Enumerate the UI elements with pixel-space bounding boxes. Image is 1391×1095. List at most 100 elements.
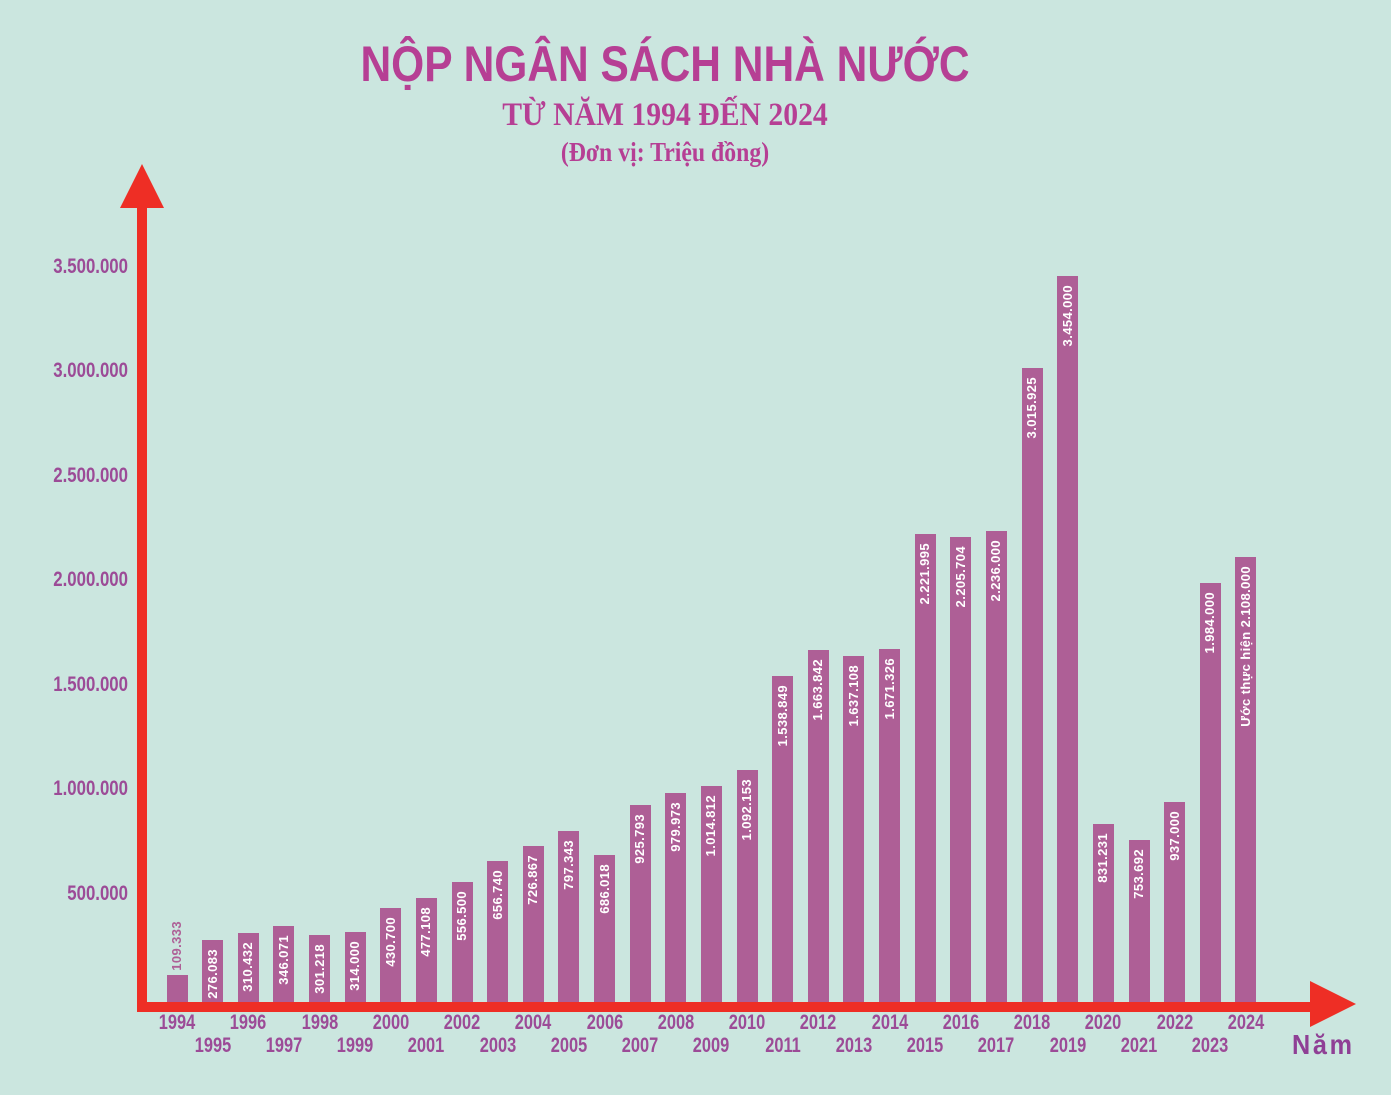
bar-value-label-2016: 2.205.704: [952, 546, 968, 608]
bar-2001: [415, 898, 437, 1007]
x-tick-2018: 2018: [1013, 1011, 1051, 1034]
x-tick-2013: 2013: [835, 1034, 873, 1057]
bar-2006: [594, 854, 616, 1007]
bar-2015: [914, 533, 936, 1007]
bar-value-label-2022: 937.000: [1166, 811, 1182, 861]
bar-2010: [736, 769, 758, 1007]
bar-1996: [237, 933, 259, 1007]
bar-value-label-1997: 346.071: [275, 934, 291, 985]
bar-value-label-2008: 979.973: [667, 802, 683, 852]
chart-header: NỘP NGÂN SÁCH NHÀ NƯỚC TỪ NĂM 1994 ĐẾN 2…: [0, 38, 1330, 168]
bar-value-label-2001: 477.108: [418, 907, 434, 958]
x-tick-2004: 2004: [515, 1011, 552, 1034]
x-tick-2003: 2003: [479, 1034, 516, 1057]
x-tick-2012: 2012: [800, 1011, 837, 1034]
y-tick-label-2.500.000: 2.500.000: [53, 463, 128, 487]
bar-2020: [1092, 824, 1114, 1007]
x-tick-2022: 2022: [1156, 1011, 1193, 1034]
bar-value-label-2010: 1.092.153: [739, 778, 755, 841]
bar-1995: [202, 940, 224, 1007]
x-tick-2021: 2021: [1120, 1034, 1158, 1057]
bar-value-label-2021: 753.692: [1131, 849, 1146, 900]
x-tick-1997: 1997: [265, 1034, 303, 1057]
x-tick-1995: 1995: [194, 1034, 231, 1057]
chart-title: NỘP NGÂN SÁCH NHÀ NƯỚC: [360, 36, 970, 92]
bar-value-label-1996: 310.432: [240, 942, 256, 992]
bar-value-label-1995: 276.083: [204, 949, 220, 1000]
bar-2007: [629, 804, 651, 1007]
bar-2022: [1164, 802, 1186, 1007]
bar-1997: [273, 925, 295, 1007]
chart-unit-note: (Đơn vị: Triệu đồng): [560, 137, 770, 168]
x-tick-1996: 1996: [230, 1011, 267, 1034]
x-tick-2011: 2011: [764, 1034, 801, 1057]
x-tick-2000: 2000: [372, 1011, 409, 1034]
bar-1999: [344, 932, 366, 1007]
x-tick-2014: 2014: [871, 1011, 908, 1034]
x-tick-2002: 2002: [443, 1011, 481, 1034]
x-tick-2007: 2007: [621, 1034, 659, 1057]
bar-2021: [1128, 840, 1150, 1007]
bar-2024: [1235, 557, 1257, 1007]
x-tick-2019: 2019: [1049, 1034, 1086, 1057]
bar-2017: [985, 530, 1007, 1007]
bar-2018: [1021, 367, 1043, 1007]
bar-value-label-2005: 797.343: [560, 840, 576, 891]
bar-2023: [1199, 583, 1221, 1007]
bar-2005: [558, 831, 580, 1007]
bar-2008: [665, 793, 687, 1007]
x-tick-2017: 2017: [978, 1034, 1015, 1057]
bar-value-label-2002: 556.500: [454, 890, 470, 941]
bar-value-label-2003: 656.740: [489, 869, 505, 920]
x-tick-2024: 2024: [1227, 1011, 1265, 1034]
x-tick-2009: 2009: [693, 1034, 730, 1057]
bar-value-label-2024: Ước thực hiện 2.108.000: [1237, 566, 1253, 728]
x-tick-1999: 1999: [336, 1034, 374, 1057]
y-tick-label-500.000: 500.000: [67, 881, 128, 905]
bar-value-label-2020: 831.231: [1095, 833, 1111, 884]
bar-value-label-1999: 314.000: [347, 941, 363, 992]
bar-value-label-2012: 1.663.842: [810, 659, 826, 721]
x-tick-2010: 2010: [728, 1011, 766, 1034]
x-tick-2008: 2008: [657, 1011, 695, 1034]
x-tick-2006: 2006: [586, 1011, 623, 1034]
bar-2009: [700, 785, 722, 1007]
bar-value-label-2009: 1.014.812: [703, 794, 719, 857]
bar-2011: [772, 676, 794, 1007]
y-tick-label-3.000.000: 3.000.000: [53, 359, 128, 382]
bar-2000: [380, 907, 402, 1007]
x-tick-2015: 2015: [906, 1034, 944, 1057]
bar-2002: [451, 881, 473, 1007]
bar-2016: [950, 537, 972, 1007]
bar-value-label-2017: 2.236.000: [988, 539, 1004, 602]
x-tick-2020: 2020: [1085, 1011, 1122, 1034]
bar-1998: [309, 935, 331, 1007]
bar-value-label-2004: 726.867: [525, 855, 541, 905]
y-tick-label-1.500.000: 1.500.000: [53, 672, 128, 696]
y-axis-arrowhead-icon: [120, 164, 164, 208]
x-axis-line: [137, 1002, 1313, 1012]
y-tick-label-2.000.000: 2.000.000: [53, 568, 128, 591]
bar-value-label-1998: 301.218: [311, 944, 327, 994]
bar-2019: [1057, 276, 1079, 1007]
x-tick-2016: 2016: [942, 1011, 980, 1034]
bar-value-label-2006: 686.018: [596, 863, 612, 914]
bar-value-label-2019: 3.454.000: [1059, 285, 1075, 347]
bar-2013: [843, 655, 865, 1007]
x-tick-2001: 2001: [408, 1034, 445, 1057]
x-tick-2023: 2023: [1192, 1034, 1229, 1057]
bar-value-label-2023: 1.984.000: [1202, 592, 1218, 654]
y-tick-label-1.000.000: 1.000.000: [53, 777, 128, 800]
x-tick-2005: 2005: [550, 1034, 588, 1057]
x-axis-title: Năm: [1292, 1029, 1355, 1060]
bar-value-label-2007: 925.793: [632, 813, 648, 864]
chart-subtitle: TỪ NĂM 1994 ĐẾN 2024: [502, 96, 828, 133]
x-axis-arrowhead-icon: [1310, 981, 1356, 1027]
bar-value-label-1994: 109.333: [169, 921, 184, 971]
bar-2003: [487, 860, 509, 1007]
bar-value-label-2015: 2.221.995: [917, 542, 933, 605]
y-axis-line: [137, 195, 147, 1012]
x-tick-1994: 1994: [158, 1011, 196, 1034]
bar-value-label-2013: 1.637.108: [845, 664, 861, 727]
